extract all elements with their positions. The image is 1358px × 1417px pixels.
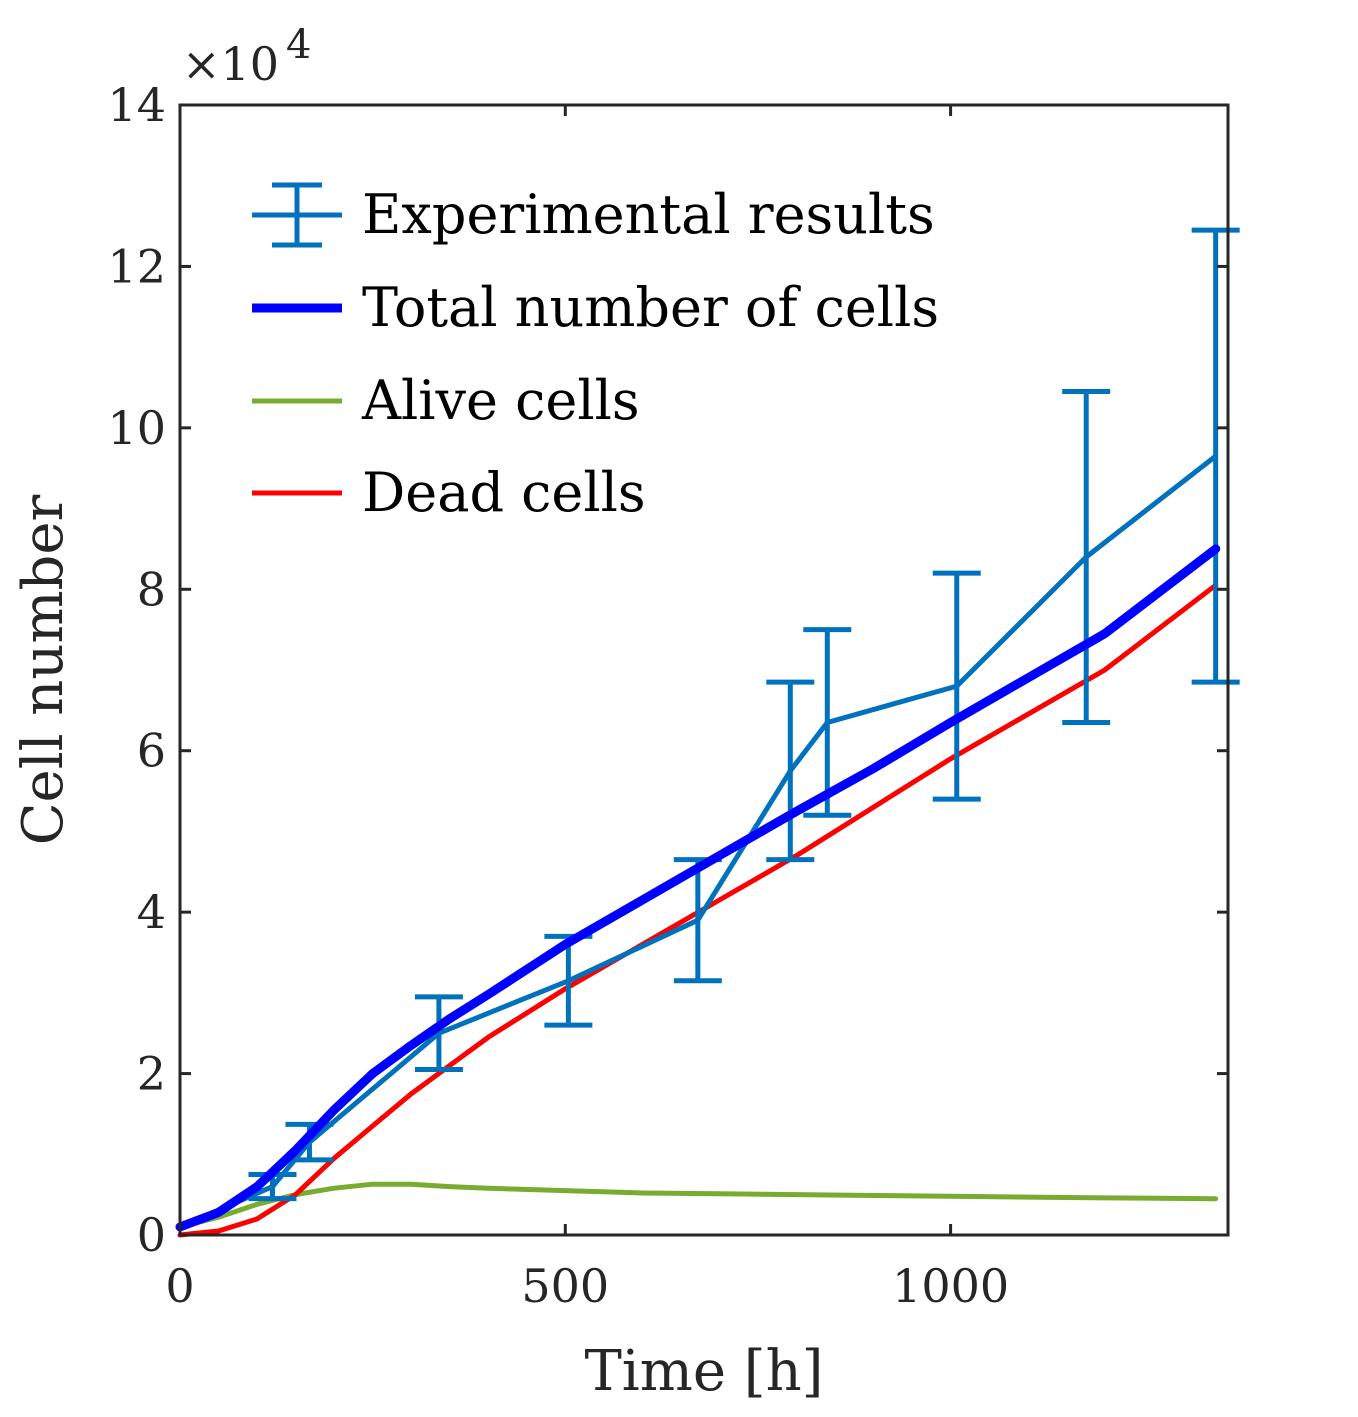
legend-item-dead-cells: Dead cells bbox=[252, 461, 646, 524]
legend-item-alive-cells: Alive cells bbox=[252, 369, 640, 432]
series-total-number-of-cells bbox=[175, 544, 1221, 1232]
legend-label: Total number of cells bbox=[362, 276, 939, 339]
y-axis-title: Cell number bbox=[11, 494, 76, 845]
legend-item-experimental-results: Experimental results bbox=[252, 182, 935, 248]
y-tick-label: 2 bbox=[137, 1047, 166, 1101]
plot-frame bbox=[178, 103, 1230, 1237]
series-line bbox=[175, 544, 1221, 1232]
legend: Experimental results Total number of cell… bbox=[252, 182, 939, 524]
y-tick-label: 4 bbox=[137, 885, 166, 939]
y-exponent-power: 4 bbox=[286, 22, 311, 68]
legend-item-total-number-of-cells: Total number of cells bbox=[252, 276, 939, 339]
y-tick-label: 12 bbox=[107, 239, 166, 293]
legend-label: Experimental results bbox=[362, 183, 935, 246]
legend-label: Dead cells bbox=[362, 461, 646, 524]
x-axis-title: Time [h] bbox=[584, 1339, 823, 1404]
tick-layer: 0 500 1000 0 2 4 6 8 10 12 14 bbox=[107, 78, 1228, 1313]
x-tick-label: 1000 bbox=[892, 1259, 1009, 1313]
x-tick-label: 500 bbox=[521, 1259, 609, 1313]
plot-background bbox=[180, 105, 1228, 1235]
x-tick-label: 0 bbox=[165, 1259, 194, 1313]
series-experimental-results bbox=[177, 227, 1240, 1230]
legend-label: Alive cells bbox=[361, 369, 640, 432]
y-tick-label: 6 bbox=[137, 724, 166, 778]
series-layer bbox=[175, 227, 1240, 1238]
y-exponent-base: ×10 bbox=[182, 37, 279, 91]
y-tick-label: 8 bbox=[137, 562, 166, 616]
y-tick-label: 14 bbox=[107, 78, 166, 132]
y-tick-label: 10 bbox=[107, 401, 166, 455]
y-tick-label: 0 bbox=[137, 1208, 166, 1262]
